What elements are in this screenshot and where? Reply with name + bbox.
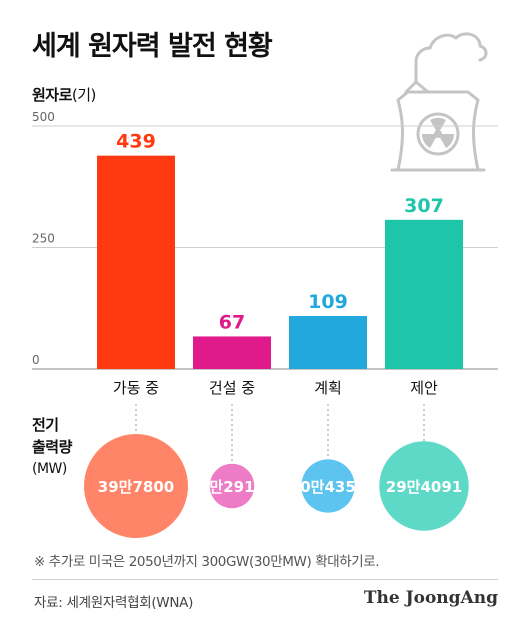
divider <box>32 579 498 580</box>
bar-value-label: 439 <box>116 131 156 153</box>
y-tick-label: 500 <box>32 110 55 124</box>
power-bubble <box>379 441 469 531</box>
power-bubble <box>209 463 255 509</box>
chart-title: 세계 원자력 발전 현황 <box>32 31 273 62</box>
bar-4 <box>385 219 463 369</box>
footnote: ※ 추가로 미국은 2050년까지 300GW(30만MW) 확대하기로. <box>34 554 380 570</box>
bar-value-label: 109 <box>308 291 348 313</box>
power-bubble <box>84 434 188 538</box>
nuclear-plant-icon <box>390 32 488 172</box>
power-bubble-label: 10만4358 <box>290 478 366 496</box>
bar-chart: 0 250 500 439 가동 중 39만7800 67 건설 중 7만2918 109 계획 10… <box>32 110 498 538</box>
power-label-line2: 출력량 <box>32 438 72 456</box>
power-label-line1: 전기 <box>32 416 59 434</box>
bar-2 <box>193 336 271 369</box>
bar-value-label: 67 <box>219 311 245 333</box>
power-bubble-label: 39만7800 <box>98 478 174 496</box>
unit-main: 원자로 <box>32 86 72 104</box>
power-bubble-label: 7만2918 <box>199 478 265 496</box>
brand-logo: The JoongAng <box>363 588 498 608</box>
power-bubble <box>301 459 355 513</box>
bar-value-label: 307 <box>404 195 444 217</box>
unit-suffix: (기) <box>71 86 97 104</box>
category-label: 건설 중 <box>209 379 255 397</box>
power-bubble-label: 29만4091 <box>386 478 462 496</box>
category-label: 제안 <box>410 379 438 397</box>
bar-3 <box>289 316 367 369</box>
bar-1 <box>97 155 175 369</box>
y-axis-unit-label: 원자로(기) <box>32 84 96 105</box>
power-label-unit: (MW) <box>32 461 67 477</box>
category-label: 계획 <box>314 379 342 397</box>
source-credit: 자료: 세계원자력협회(WNA) <box>34 595 194 611</box>
y-tick-label: 0 <box>32 353 40 367</box>
y-tick-label: 250 <box>32 232 55 246</box>
category-label: 가동 중 <box>113 379 159 397</box>
power-output-label: 전기 출력량 (MW) <box>32 414 72 480</box>
